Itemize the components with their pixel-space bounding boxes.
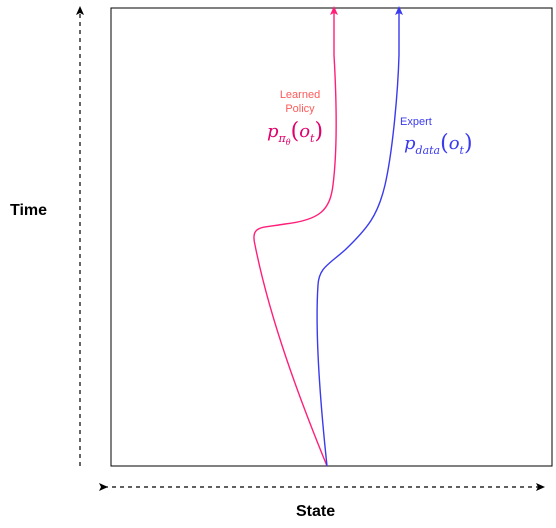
time-axis-label: Time: [10, 202, 48, 219]
formula-base: p: [404, 133, 416, 154]
learned-policy-formula: pπθ(ot): [267, 119, 324, 147]
formula-sub: data: [415, 144, 441, 157]
learned-policy-label: Learned Policy: [270, 88, 330, 116]
learned-policy-label-line2: Policy: [285, 103, 315, 115]
formula-arg: o: [299, 121, 311, 142]
expert-curve: [316, 6, 403, 467]
formula-arg-sub: t: [459, 144, 464, 157]
formula-subsub: θ: [285, 138, 291, 147]
learned-policy-label-line1: Learned: [279, 89, 321, 101]
learned-policy-curve: [253, 6, 338, 467]
state-axis-label: State: [296, 503, 336, 520]
formula-arg-sub: t: [310, 132, 315, 145]
formula-sub: π: [278, 132, 286, 145]
expert-label: Expert: [400, 116, 432, 128]
formula-arg: o: [448, 133, 460, 154]
formula-base: p: [267, 121, 279, 142]
plot-frame: [110, 7, 553, 467]
expert-formula: pdata(ot): [404, 131, 473, 157]
